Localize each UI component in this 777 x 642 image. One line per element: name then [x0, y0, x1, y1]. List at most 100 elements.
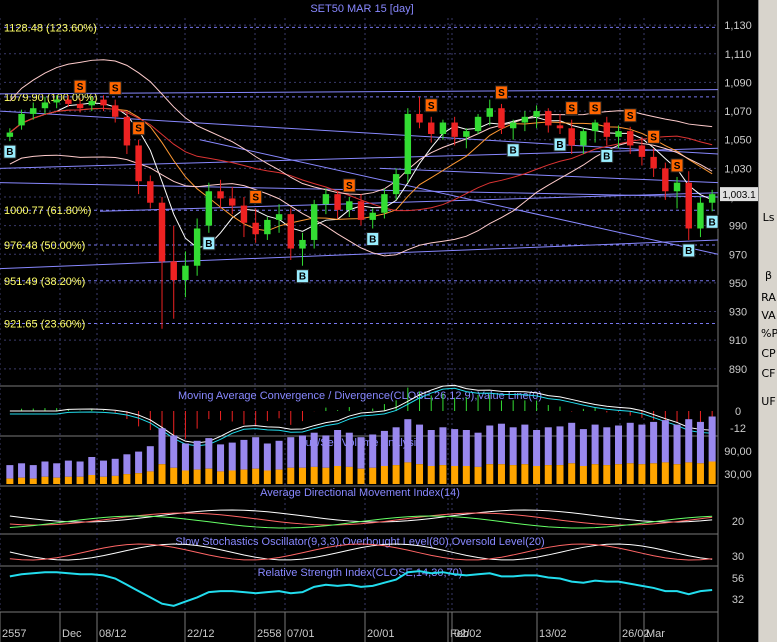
volume-sell-bar	[170, 435, 178, 468]
indicator-tick-label: 30	[732, 551, 744, 563]
candle-body	[123, 116, 131, 146]
volume-sell-bar	[661, 420, 669, 463]
volume-buy-bar	[53, 477, 61, 484]
volume-buy-bar	[614, 464, 623, 484]
candle-body	[439, 122, 447, 134]
signal-marker-label: S	[112, 84, 119, 95]
volume-buy-bar	[298, 467, 306, 484]
volume-buy-bar	[123, 474, 131, 484]
volume-sell-bar	[404, 419, 412, 463]
signal-marker-box	[682, 243, 696, 258]
price-tick-label: 1,050	[724, 135, 752, 147]
price-tag-box	[720, 187, 758, 202]
date-label: 2557	[2, 628, 26, 640]
volume-sell-bar	[263, 443, 271, 471]
signal-marker-label: S	[592, 104, 599, 115]
candle-body	[346, 201, 353, 210]
volume-sell-bar	[591, 424, 599, 465]
axes: 1,1301,1101,0901,0701,0501,0301,01099097…	[0, 20, 758, 642]
trend-line	[0, 147, 719, 169]
candle-body	[474, 116, 482, 132]
volume-buy-bar	[369, 467, 377, 484]
volume-sell-bar	[345, 432, 353, 467]
volume-buy-bar	[275, 469, 283, 484]
trend-line	[99, 192, 719, 212]
volume-sell-bar	[322, 435, 330, 468]
signal-marker-label: B	[205, 239, 212, 250]
candle-body	[463, 131, 470, 137]
volume-buy-bar	[544, 465, 552, 484]
volume-sell-bar	[6, 465, 14, 479]
volume-buy-bar	[99, 476, 108, 484]
volume-buy-bar	[497, 464, 505, 484]
volume-sell-bar	[135, 451, 143, 474]
toolbar-button-[interactable]: β	[764, 269, 773, 282]
signal-marker-label: B	[299, 272, 306, 283]
signal-marker-box	[3, 144, 17, 159]
candle-body	[638, 145, 646, 157]
indicator-tick-label: 30,00	[724, 469, 752, 481]
volume-buy-bar	[638, 464, 646, 484]
volume-sell-bar	[696, 421, 704, 464]
volume-sell-bar	[533, 430, 541, 466]
candle-body	[697, 202, 704, 229]
panel-title-stoch: Slow Stochastics Oscillator(9,3,3),Overb…	[175, 536, 544, 548]
candle-body	[545, 111, 552, 126]
date-label: Feb	[450, 628, 469, 640]
candle-body	[568, 128, 575, 146]
candle-body	[6, 132, 14, 137]
indicator-tick-label: 32	[732, 594, 744, 606]
fib-label: 1128.48 (123.60%)	[4, 22, 97, 34]
volume-buy-bar	[287, 467, 295, 484]
signal-marker-label: S	[252, 192, 259, 203]
candle-body	[18, 113, 25, 126]
toolbar-button-uf[interactable]: UF	[761, 395, 776, 408]
volume-sell-bar	[638, 424, 646, 465]
date-label: 2558	[257, 628, 281, 640]
volume-sell-bar	[568, 422, 576, 464]
candle-body	[626, 131, 634, 146]
trend-line	[0, 89, 719, 95]
candle-body	[509, 122, 517, 129]
toolbar-button-cf[interactable]: CF	[761, 367, 776, 380]
signal-marker-box	[295, 269, 309, 284]
indicator-tick-label: 90,00	[724, 446, 752, 458]
volume-sell-bar	[217, 444, 225, 472]
volume-sell-bar	[544, 427, 552, 466]
candle-body	[486, 108, 493, 117]
volume-sell-bar	[287, 437, 295, 468]
signal-marker-box	[132, 121, 146, 136]
price-tick-label: 930	[729, 307, 747, 319]
volume-sell-bar	[614, 425, 623, 465]
volume-sell-bar	[18, 463, 26, 478]
toolbar-button-ra[interactable]: RA	[761, 291, 776, 304]
volume-sell-bar	[41, 461, 49, 477]
volume-sell-bar	[521, 424, 529, 465]
volume-buy-bar	[158, 464, 166, 484]
volume-buy-bar	[626, 463, 634, 484]
volume-sell-bar	[497, 423, 505, 465]
volume-sell-bar	[439, 427, 447, 466]
candle-body	[205, 191, 213, 226]
candle-body	[264, 219, 271, 235]
volume-buy-bar	[6, 478, 14, 484]
volume-buy-bar	[193, 469, 201, 484]
date-label: 08/12	[99, 628, 127, 640]
toolbar-button-ls[interactable]: Ls	[762, 211, 775, 224]
volume-buy-bar	[228, 470, 236, 484]
volume-buy-bar	[357, 468, 365, 484]
candle-body	[533, 111, 540, 117]
trend-lines	[0, 59, 719, 270]
toolbar-button-cp[interactable]: CP	[761, 347, 776, 360]
candle-body	[580, 131, 587, 146]
candle-body	[685, 182, 692, 229]
volume-sell-bar	[158, 428, 166, 465]
toolbar-button-p[interactable]: %P	[761, 327, 777, 340]
volume-buy-bar	[462, 466, 470, 484]
volume-buy-bar	[392, 465, 400, 484]
candle-body	[322, 194, 330, 205]
price-tick-label: 1,030	[724, 163, 752, 175]
volume-sell-bar	[76, 461, 84, 477]
toolbar-button-va[interactable]: VA	[761, 309, 776, 322]
volume-sell-bar	[626, 422, 634, 464]
